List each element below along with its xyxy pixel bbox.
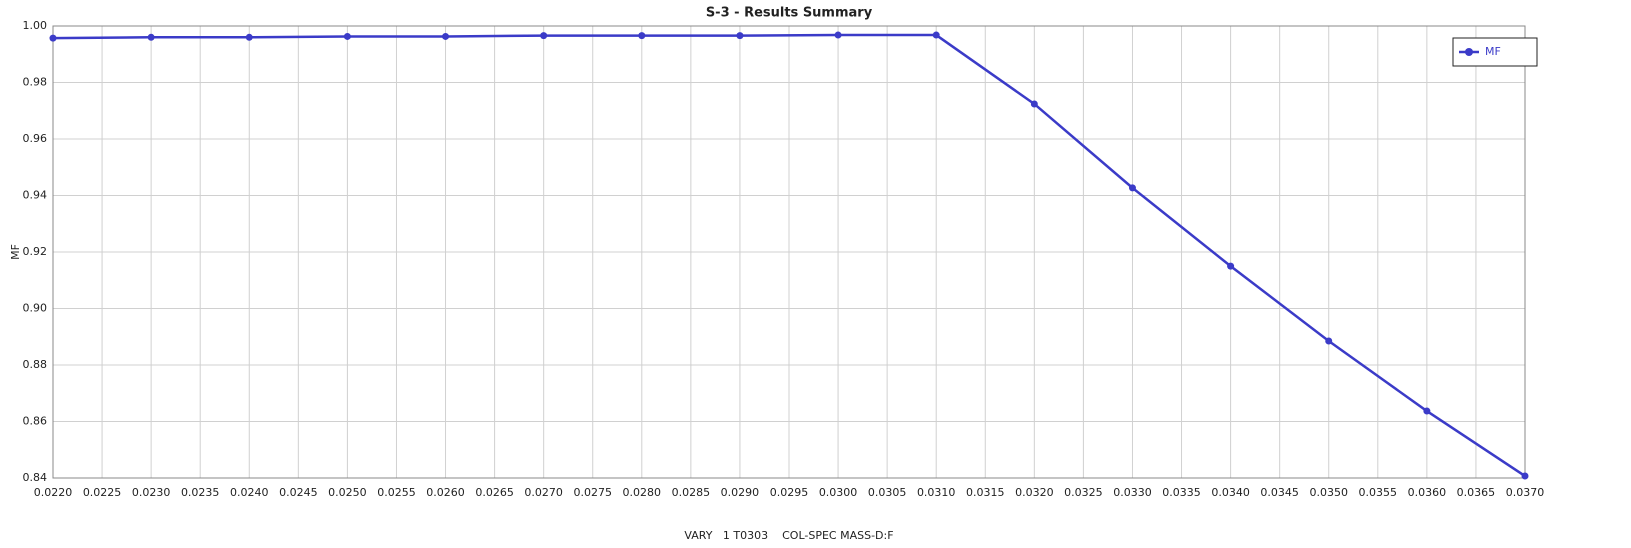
data-point: [49, 34, 57, 42]
x-tick-label: 0.0280: [623, 486, 662, 499]
x-tick-label: 0.0360: [1408, 486, 1447, 499]
data-point: [1423, 407, 1431, 415]
y-tick-label: 0.88: [23, 358, 48, 371]
x-tick-label: 0.0250: [328, 486, 367, 499]
x-tick-label: 0.0335: [1162, 486, 1201, 499]
x-tick-label: 0.0245: [279, 486, 318, 499]
x-tick-label: 0.0270: [524, 486, 563, 499]
y-tick-label: 0.84: [23, 471, 48, 484]
data-point: [147, 33, 155, 41]
x-tick-label: 0.0325: [1064, 486, 1103, 499]
x-tick-label: 0.0340: [1211, 486, 1250, 499]
y-tick-label: 0.98: [23, 76, 48, 89]
series-line: [52, 33, 1526, 478]
y-tick-label: 0.90: [23, 302, 48, 315]
data-point: [1227, 262, 1235, 270]
data-point: [736, 32, 744, 40]
x-tick-label: 0.0350: [1309, 486, 1348, 499]
x-tick-label: 0.0355: [1359, 486, 1398, 499]
x-tick-label: 0.0285: [672, 486, 711, 499]
x-tick-label: 0.0345: [1260, 486, 1299, 499]
y-tick-label: 0.92: [23, 245, 48, 258]
data-point: [1030, 100, 1038, 108]
x-tick-label: 0.0260: [426, 486, 465, 499]
x-tick-label: 0.0320: [1015, 486, 1054, 499]
data-point: [1521, 472, 1529, 480]
data-point: [1128, 184, 1136, 192]
x-tick-label: 0.0240: [230, 486, 269, 499]
x-tick-label: 0.0220: [34, 486, 73, 499]
x-tick-label: 0.0265: [475, 486, 514, 499]
x-tick-label: 0.0310: [917, 486, 956, 499]
data-point: [834, 31, 842, 39]
x-axis-label: VARY 1 T0303 COL-SPEC MASS-D:F: [684, 529, 893, 542]
x-tick-label: 0.0305: [868, 486, 907, 499]
x-tick-label: 0.0235: [181, 486, 220, 499]
x-tick-label: 0.0290: [721, 486, 760, 499]
legend-label: MF: [1485, 45, 1501, 58]
x-tick-label: 0.0230: [132, 486, 171, 499]
y-tick-label: 1.00: [23, 19, 48, 32]
y-axis-label: MF: [9, 244, 22, 260]
data-point: [343, 32, 351, 40]
x-tick-label: 0.0225: [83, 486, 122, 499]
x-tick-label: 0.0255: [377, 486, 416, 499]
data-point: [442, 32, 450, 40]
x-tick-label: 0.0295: [770, 486, 809, 499]
x-tick-label: 0.0300: [819, 486, 858, 499]
x-tick-label: 0.0275: [573, 486, 612, 499]
chart-title: S-3 - Results Summary: [706, 6, 873, 21]
data-point: [245, 33, 253, 41]
x-tick-label: 0.0365: [1457, 486, 1496, 499]
data-point: [1325, 337, 1333, 345]
x-tick-label: 0.0330: [1113, 486, 1152, 499]
legend-marker: [1465, 48, 1473, 56]
y-tick-label: 0.86: [23, 415, 48, 428]
data-point: [638, 32, 646, 40]
data-point: [540, 32, 548, 40]
y-tick-label: 0.96: [23, 132, 48, 145]
y-tick-label: 0.94: [23, 189, 48, 202]
data-point: [932, 31, 940, 39]
x-tick-label: 0.0315: [966, 486, 1005, 499]
plot-frame: [52, 25, 1526, 479]
x-tick-label: 0.0370: [1506, 486, 1545, 499]
